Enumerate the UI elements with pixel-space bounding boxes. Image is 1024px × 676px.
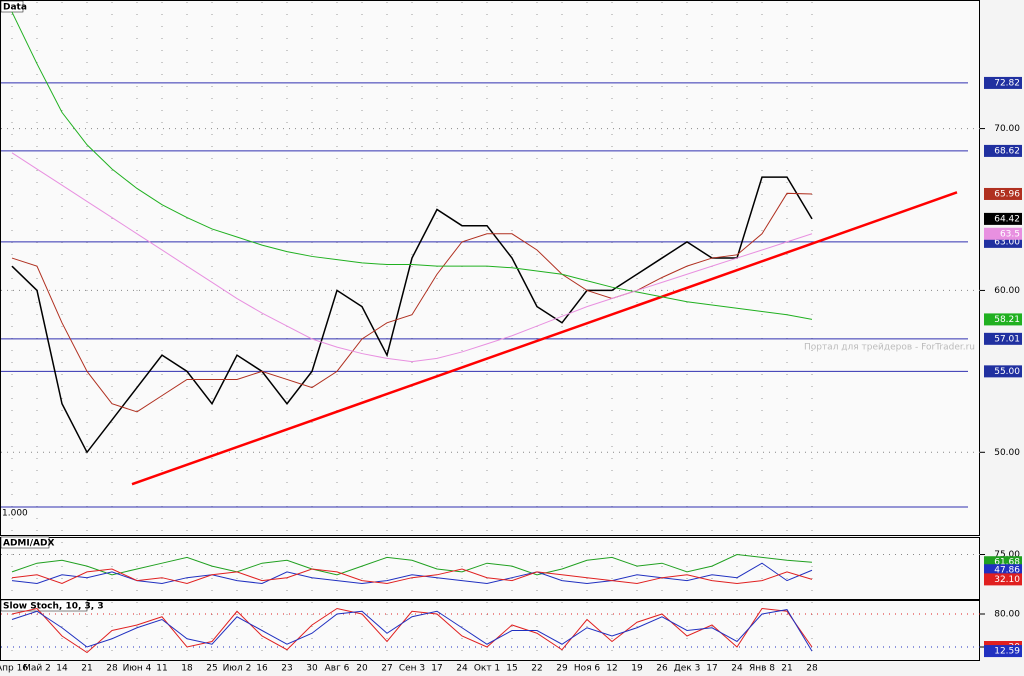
y-tick-label: 80.00 — [994, 610, 1020, 620]
level-label: 72.82 — [994, 78, 1020, 88]
last-value-label: 64.42 — [994, 214, 1020, 224]
x-tick-label: 18 — [181, 664, 193, 674]
level-label-bg — [984, 332, 1022, 345]
series-line — [11, 11, 813, 320]
x-tick-label: Янв 8 — [749, 664, 775, 674]
panel-title: Data — [3, 3, 27, 13]
last-value-label: 47.86 — [994, 566, 1020, 576]
x-tick-label: 24 — [731, 664, 743, 674]
x-tick-label: 28 — [106, 664, 118, 674]
panel-title-bg — [0, 599, 88, 612]
last-value-bg — [984, 212, 1022, 225]
last-value-label: 32.10 — [994, 575, 1020, 585]
x-tick-label: Окт 1 — [474, 664, 500, 674]
series-line — [11, 562, 813, 585]
last-value-bg — [984, 227, 1022, 240]
x-tick-label: 25 — [206, 664, 217, 674]
trendline — [131, 191, 958, 486]
stoch-panel — [0, 600, 980, 661]
x-tick-label: 24 — [456, 664, 468, 674]
x-tick-label: Июн 4 — [123, 664, 152, 674]
x-tick-label: 28 — [806, 664, 818, 674]
panel-title: ADMI/ADX — [3, 539, 54, 549]
x-tick-label: 11 — [156, 664, 167, 674]
x-tick-label: Май 2 — [23, 664, 51, 674]
x-tick-label: 17 — [431, 664, 442, 674]
series-line — [11, 553, 813, 576]
last-value-label: 12.59 — [994, 647, 1020, 657]
x-tick-label: Сен 3 — [399, 664, 425, 674]
level-label-bg — [984, 144, 1022, 157]
x-tick-label: Июл 2 — [223, 664, 252, 674]
last-value-bg — [984, 645, 1022, 658]
watermark: Портал для трейдеров - ForTrader.ru — [804, 343, 975, 353]
x-tick-label: Ноя 6 — [574, 664, 601, 674]
x-tick-label: Авг 6 — [325, 664, 350, 674]
y-tick-label: 75.00 — [994, 550, 1020, 560]
level-label: 1.000 — [2, 508, 28, 518]
x-tick-label: 22 — [531, 664, 542, 674]
level-label: 63.00 — [994, 237, 1020, 247]
x-tick-label: 19 — [631, 664, 643, 674]
last-value-bg — [984, 187, 1022, 200]
last-value-label: 61.68 — [994, 558, 1020, 568]
series-line — [11, 609, 813, 652]
panel-title-bg — [0, 0, 24, 13]
adx-panel — [0, 537, 980, 600]
x-tick-label: 20 — [356, 664, 368, 674]
last-value-label: 65.96 — [994, 189, 1020, 199]
last-value-label: 58.21 — [994, 315, 1020, 325]
x-tick-label: 29 — [556, 664, 568, 674]
x-tick-label: 23 — [281, 664, 292, 674]
x-tick-label: 12 — [606, 664, 617, 674]
x-tick-label: 26 — [656, 664, 668, 674]
last-value-bg — [984, 573, 1022, 586]
x-tick-label: 16 — [256, 664, 268, 674]
level-label-bg — [984, 365, 1022, 378]
last-value-bg — [984, 313, 1022, 326]
panel-title: Slow Stoch, 10, 3, 3 — [3, 602, 104, 612]
series-line — [11, 176, 813, 454]
level-label: 68.62 — [994, 146, 1020, 156]
x-tick-label: 21 — [81, 664, 92, 674]
x-tick-label: 15 — [506, 664, 517, 674]
level-label: 55.00 — [994, 367, 1020, 377]
level-label-bg — [984, 76, 1022, 89]
x-tick-label: 17 — [706, 664, 717, 674]
x-tick-label: Дек 3 — [674, 664, 701, 674]
y-tick-label: 50.00 — [994, 448, 1020, 458]
x-tick-label: 21 — [781, 664, 792, 674]
panel-title-bg — [0, 536, 50, 549]
series-line — [11, 152, 813, 363]
y-tick-label: 70.00 — [994, 124, 1020, 134]
level-label: 57.01 — [994, 334, 1020, 344]
series-line — [11, 568, 813, 585]
series-line — [11, 607, 813, 654]
x-tick-label: 30 — [306, 664, 318, 674]
series-line — [11, 192, 813, 413]
x-tick-label: Апр 16 — [0, 664, 28, 674]
last-value-label: 63.5 — [1000, 229, 1020, 239]
x-tick-label: 27 — [381, 664, 392, 674]
x-tick-label: 14 — [56, 664, 68, 674]
last-value-bg — [984, 564, 1022, 577]
y-tick-label: 60.00 — [994, 286, 1020, 296]
main-panel — [0, 0, 980, 536]
